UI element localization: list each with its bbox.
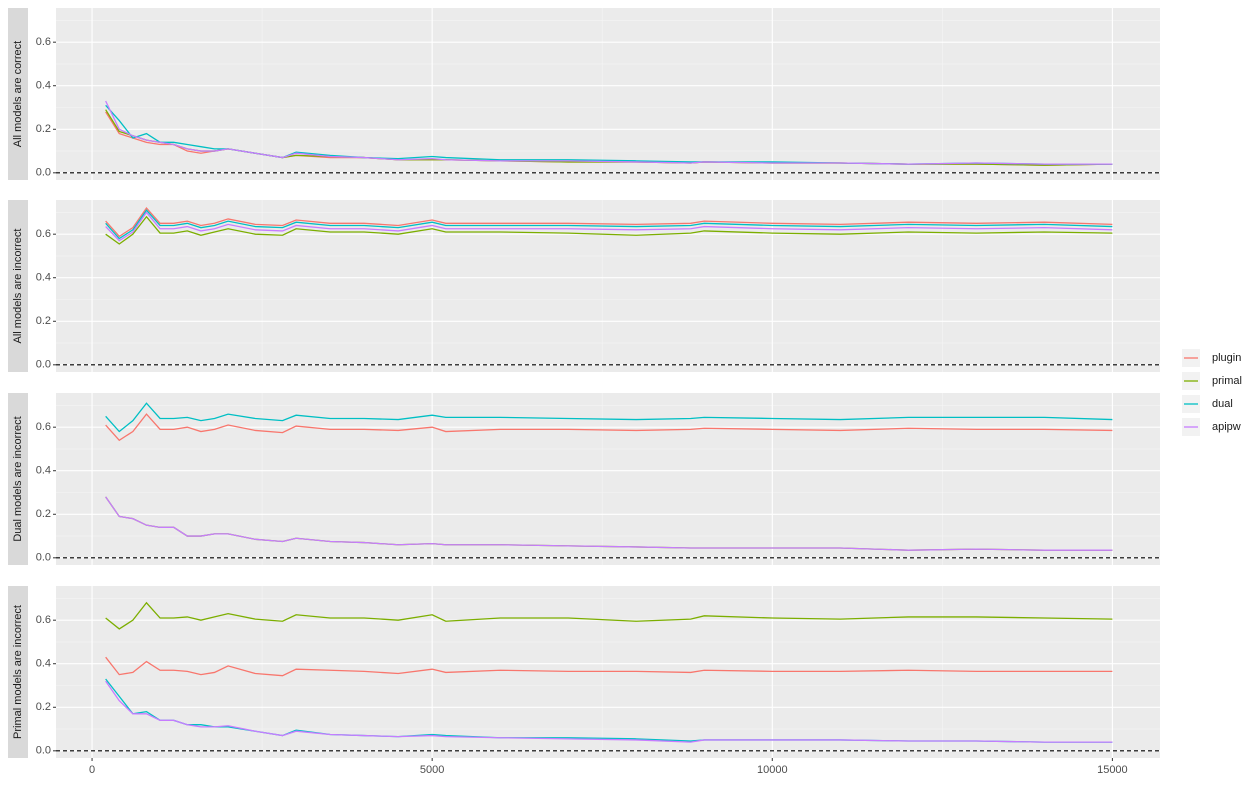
y-tick-label: 0.2 — [36, 315, 51, 327]
facet-strip — [8, 8, 28, 180]
facet-label: Primal models are incorrect — [12, 605, 24, 739]
y-tick-label: 0.2 — [36, 508, 51, 520]
x-tick-label: 15000 — [1097, 764, 1128, 776]
series-line — [105, 100, 1113, 165]
legend-label: primal — [1212, 375, 1242, 387]
series-line — [105, 413, 1113, 442]
series-line — [105, 496, 1113, 551]
panel-background — [56, 586, 1160, 758]
y-tick-label: 0.4 — [36, 465, 51, 477]
y-tick-label: 0.6 — [36, 36, 51, 48]
facet-label: All models are incorrect — [12, 229, 24, 344]
legend-label: plugin — [1212, 352, 1241, 364]
series-line — [105, 215, 1113, 245]
facet-strip — [8, 200, 28, 372]
legend-label: dual — [1212, 398, 1233, 410]
facet-strip — [8, 393, 28, 565]
facet-label: Dual models are incorrect — [12, 416, 24, 541]
y-tick-label: 0.4 — [36, 658, 51, 670]
series-line — [105, 680, 1113, 743]
y-tick-label: 0.6 — [36, 614, 51, 626]
series-line — [105, 601, 1113, 630]
series-line — [105, 402, 1113, 433]
series-line — [105, 211, 1113, 242]
series-line — [105, 656, 1113, 677]
y-tick-label: 0.4 — [36, 80, 51, 92]
y-tick-label: 0.0 — [36, 745, 51, 757]
y-tick-label: 0.6 — [36, 421, 51, 433]
y-tick-label: 0.2 — [36, 701, 51, 713]
series-line — [105, 209, 1113, 240]
legend-label: apipw — [1212, 421, 1241, 433]
y-tick-label: 0.6 — [36, 228, 51, 240]
y-tick-label: 0.0 — [36, 167, 51, 179]
facet-strip — [8, 586, 28, 758]
y-tick-label: 0.0 — [36, 552, 51, 564]
series-line — [105, 207, 1113, 238]
x-tick-label: 10000 — [757, 764, 788, 776]
y-tick-label: 0.2 — [36, 123, 51, 135]
x-tick-label: 5000 — [420, 764, 444, 776]
panel-background — [56, 8, 1160, 180]
x-tick-label: 0 — [89, 764, 95, 776]
y-tick-label: 0.0 — [36, 359, 51, 371]
y-tick-label: 0.4 — [36, 272, 51, 284]
facet-label: All models are correct — [12, 41, 24, 147]
